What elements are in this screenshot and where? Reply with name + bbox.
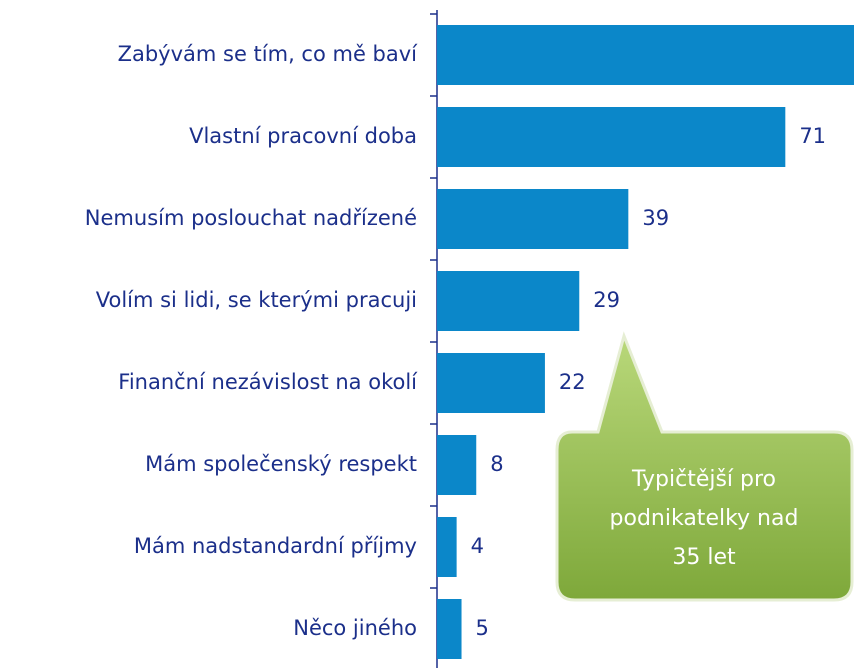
- value-label: 5: [476, 616, 489, 640]
- bar: [437, 353, 545, 413]
- category-label: Něco jiného: [293, 616, 417, 640]
- value-label: 39: [642, 206, 669, 230]
- value-label: 4: [471, 534, 484, 558]
- category-label: Mám nadstandardní příjmy: [134, 534, 417, 558]
- value-label: 71: [799, 124, 826, 148]
- bar: [437, 271, 580, 331]
- bar: [437, 599, 462, 659]
- category-label: Vlastní pracovní doba: [189, 124, 417, 148]
- value-label: 22: [559, 370, 586, 394]
- bar: [437, 25, 854, 85]
- value-label: 29: [593, 288, 620, 312]
- bar: [437, 189, 629, 249]
- category-label: Nemusím poslouchat nadřízené: [85, 206, 417, 230]
- category-label: Volím si lidi, se kterými pracuji: [96, 288, 417, 312]
- value-label: 8: [490, 452, 503, 476]
- bar: [437, 435, 477, 495]
- annotation-line: 35 let: [672, 545, 736, 570]
- callout: [555, 331, 854, 602]
- category-label: Mám společenský respekt: [145, 452, 417, 476]
- annotation-line: podnikatelky nad: [610, 506, 799, 531]
- category-label: Zabývám se tím, co mě baví: [118, 42, 419, 66]
- category-label: Finanční nezávislost na okolí: [118, 370, 418, 394]
- annotation-line: Typičtější pro: [631, 467, 776, 492]
- bar: [437, 107, 786, 167]
- bar: [437, 517, 457, 577]
